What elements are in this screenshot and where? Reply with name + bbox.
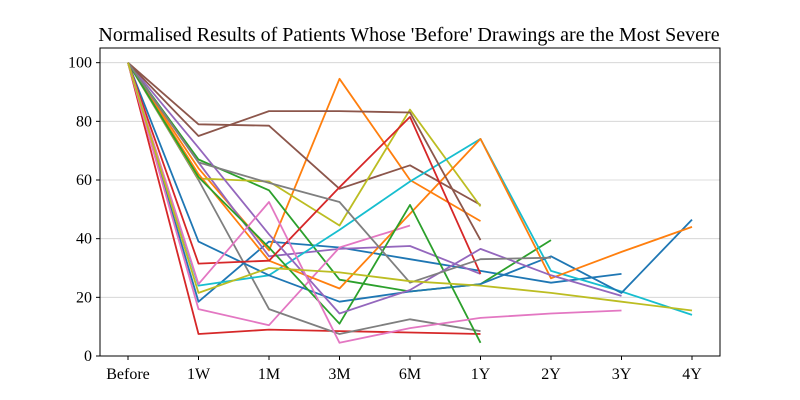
- series-line-18: [127, 62, 552, 284]
- series-line-2: [127, 62, 481, 252]
- x-axis: Before 1W 1M 3M 6M 1Y 2Y 3Y 4Y: [106, 356, 702, 383]
- series-line-12: [127, 62, 693, 290]
- x-tick-label: 1W: [187, 366, 211, 383]
- series-line-14: [127, 62, 482, 275]
- y-tick-label: 60: [76, 172, 92, 189]
- x-tick-label: 1Y: [471, 366, 491, 383]
- series-line-1: [127, 62, 622, 303]
- series-line-3: [127, 62, 552, 293]
- series-line-16: [127, 62, 482, 241]
- series-line-10: [127, 62, 693, 316]
- series-line-17: [127, 62, 622, 344]
- series-line-11: [127, 62, 693, 303]
- series-line-19: [127, 62, 693, 312]
- y-tick-label: 0: [84, 348, 92, 365]
- series-line-6: [127, 62, 481, 206]
- x-tick-label: Before: [106, 366, 150, 383]
- y-tick-label: 80: [76, 113, 92, 130]
- series-lines: [127, 62, 693, 344]
- x-tick-label: 3M: [328, 366, 350, 383]
- x-tick-label: 1M: [258, 366, 280, 383]
- y-tick-label: 100: [68, 55, 92, 72]
- x-tick-label: 4Y: [682, 366, 702, 383]
- x-tick-label: 6M: [399, 366, 421, 383]
- series-line-13: [127, 62, 482, 344]
- series-line-7: [127, 62, 411, 327]
- y-tick-label: 40: [76, 231, 92, 248]
- series-line-15: [127, 62, 622, 315]
- x-tick-label: 2Y: [541, 366, 561, 383]
- y-tick-label: 20: [76, 289, 92, 306]
- y-axis: 0 20 40 60 80 100: [68, 55, 100, 365]
- series-line-4: [127, 62, 481, 335]
- x-tick-label: 3Y: [612, 366, 632, 383]
- chart-title: Normalised Results of Patients Whose 'Be…: [98, 24, 719, 46]
